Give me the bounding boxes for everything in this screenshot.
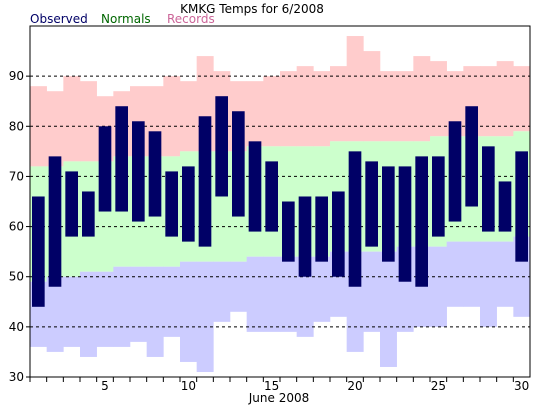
record-low-band	[63, 276, 81, 347]
record-low-band	[446, 241, 464, 307]
record-low-band	[496, 241, 514, 307]
legend-records: Records	[167, 12, 215, 26]
x-tick-label: 10	[181, 379, 196, 393]
y-tick-label: 40	[9, 320, 24, 334]
observed-bar	[348, 151, 362, 287]
record-high-band	[513, 66, 531, 132]
observed-bar	[365, 161, 378, 247]
observed-bar	[65, 171, 78, 237]
record-high-band	[496, 61, 514, 137]
record-high-band	[46, 91, 64, 167]
record-high-band	[346, 36, 364, 142]
record-high-band	[180, 81, 197, 152]
y-tick-label: 90	[9, 69, 24, 83]
record-high-band	[446, 71, 464, 137]
observed-bar	[98, 126, 112, 212]
observed-bar	[432, 156, 445, 237]
plot-area: 5 10 15 20 25 30 30 40 50 60 70 80 90	[9, 25, 531, 393]
record-low-band	[380, 251, 397, 367]
observed-bar	[465, 106, 478, 207]
chart-title: KMKG Temps for 6/2008	[180, 2, 324, 16]
observed-bar	[82, 191, 95, 237]
observed-bar	[382, 166, 395, 262]
observed-bar	[498, 181, 512, 232]
record-high-band	[380, 71, 397, 142]
observed-bar	[482, 146, 495, 232]
record-low-band	[313, 256, 331, 322]
record-high-band	[430, 61, 447, 137]
x-tick-label: 30	[514, 379, 529, 393]
observed-bar	[315, 196, 328, 262]
record-high-band	[296, 66, 314, 147]
record-low-band	[280, 256, 297, 332]
observed-bar	[232, 111, 245, 217]
record-low-band	[146, 266, 164, 357]
observed-bar	[248, 141, 262, 232]
y-tick-label: 30	[9, 370, 24, 384]
y-tick-label: 80	[9, 119, 24, 133]
legend-normals: Normals	[101, 12, 151, 26]
observed-bar	[515, 151, 528, 262]
record-low-band	[463, 241, 481, 307]
record-high-band	[330, 66, 347, 142]
record-low-band	[163, 266, 181, 337]
record-low-band	[180, 261, 197, 362]
record-high-band	[80, 81, 97, 162]
observed-bar	[115, 106, 128, 212]
record-low-band	[263, 256, 281, 332]
record-high-band	[363, 51, 381, 142]
record-low-band	[130, 266, 147, 342]
observed-bar	[148, 131, 162, 217]
record-high-band	[63, 76, 81, 162]
record-high-band	[396, 71, 414, 142]
record-low-band	[113, 266, 131, 347]
observed-bar	[32, 196, 45, 307]
record-low-band	[430, 246, 447, 327]
observed-bar	[282, 201, 295, 262]
observed-bar	[415, 156, 428, 287]
observed-bar	[48, 156, 62, 287]
observed-bar	[265, 161, 278, 232]
record-high-band	[413, 56, 431, 142]
record-low-band	[363, 251, 381, 332]
observed-bar	[182, 166, 195, 242]
x-tick-label: 25	[431, 379, 446, 393]
observed-bar	[298, 196, 312, 277]
x-tick-label: 15	[264, 379, 279, 393]
y-tick-label: 60	[9, 220, 24, 234]
x-tick-label: 20	[347, 379, 362, 393]
record-low-band	[480, 241, 497, 327]
record-high-band	[246, 81, 264, 147]
record-low-band	[246, 256, 264, 332]
observed-bar	[215, 96, 228, 197]
record-low-band	[96, 271, 114, 347]
legend-observed: Observed	[30, 12, 88, 26]
record-low-band	[196, 261, 214, 372]
observed-bar	[448, 121, 462, 222]
y-tick-label: 70	[9, 169, 24, 183]
observed-bar	[198, 116, 212, 247]
record-high-band	[280, 71, 297, 147]
observed-bar	[332, 191, 345, 277]
record-low-band	[230, 261, 247, 312]
observed-bar	[132, 121, 145, 222]
record-high-band	[480, 66, 497, 137]
x-axis-label: June 2008	[248, 391, 310, 405]
record-high-band	[313, 71, 331, 147]
record-high-band	[263, 76, 281, 147]
record-low-band	[213, 261, 231, 322]
record-low-band	[46, 276, 64, 352]
observed-bar	[398, 166, 412, 282]
y-tick-label: 50	[9, 270, 24, 284]
x-tick-label: 5	[101, 379, 109, 393]
record-high-band	[163, 76, 181, 157]
record-low-band	[80, 271, 97, 357]
observed-bar	[165, 171, 178, 237]
